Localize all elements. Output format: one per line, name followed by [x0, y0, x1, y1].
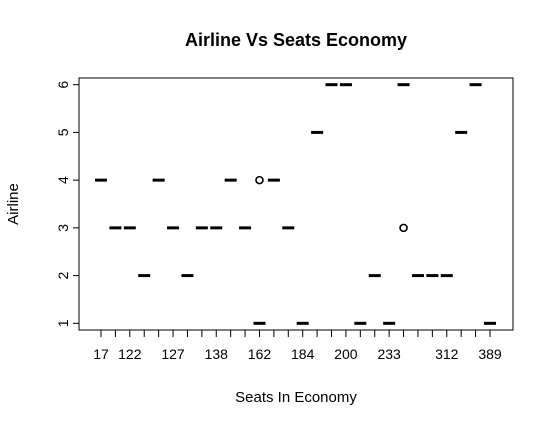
y-axis-label: Airline — [5, 183, 22, 225]
x-tick-label: 17 — [93, 346, 109, 362]
y-tick-label: 4 — [55, 176, 71, 184]
x-tick-label: 127 — [161, 346, 185, 362]
x-tick-label: 184 — [291, 346, 315, 362]
y-tick-label: 2 — [55, 271, 71, 279]
y-tick-label: 6 — [55, 81, 71, 89]
y-tick-label: 1 — [55, 319, 71, 327]
x-tick-label: 122 — [118, 346, 142, 362]
outlier-point — [399, 223, 408, 233]
x-axis-label: Seats In Economy — [235, 389, 357, 406]
y-axis: 1 2 3 4 5 6 — [55, 81, 79, 327]
outlier-point — [255, 175, 264, 185]
plot-frame — [78, 77, 514, 331]
x-tick-label: 389 — [478, 346, 502, 362]
boxplot-marks — [95, 83, 496, 325]
x-tick-label: 200 — [334, 346, 358, 362]
chart-title: Airline Vs Seats Economy — [184, 30, 408, 50]
x-tick-label: 138 — [205, 346, 229, 362]
x-tick-label: 162 — [248, 346, 272, 362]
y-tick-label: 5 — [55, 128, 71, 136]
x-tick-label: 312 — [435, 346, 459, 362]
y-tick-label: 3 — [55, 224, 71, 232]
x-tick-label: 233 — [377, 346, 401, 362]
x-axis: 17 122 127 138 162 184 200 233 312 389 — [93, 329, 502, 362]
